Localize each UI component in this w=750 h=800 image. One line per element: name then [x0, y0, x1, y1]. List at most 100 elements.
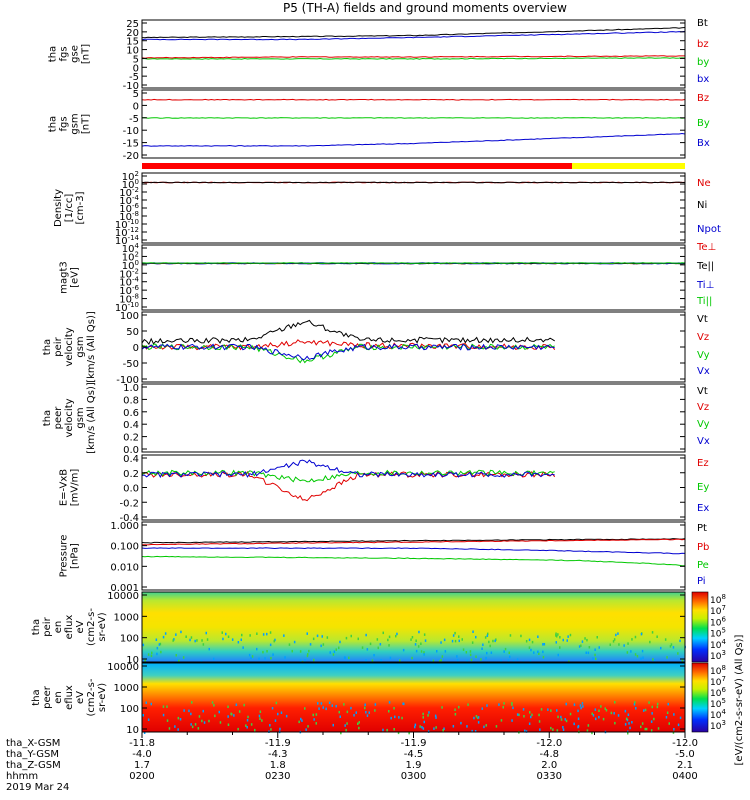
- spectrogram-texture: [345, 636, 348, 640]
- spectrogram-texture: [592, 657, 594, 660]
- spectrogram-texture: [458, 705, 460, 709]
- spectrogram-texture: [213, 657, 215, 661]
- y-tick-label: 10-12: [115, 226, 139, 239]
- spectrogram-texture: [556, 709, 558, 712]
- series-line-by: [142, 57, 686, 60]
- spectrogram-texture: [652, 658, 654, 661]
- spectrogram-texture: [612, 640, 615, 643]
- x-row-value: -12.0: [672, 738, 698, 749]
- spectrogram-texture: [313, 658, 315, 662]
- spectrogram-texture: [366, 648, 369, 651]
- spectrogram-texture: [316, 634, 319, 638]
- spectrogram-texture: [190, 636, 193, 639]
- spectrogram-texture: [365, 633, 367, 637]
- spectrogram-texture: [231, 638, 234, 641]
- colorbar-tick-label: 105: [710, 697, 726, 710]
- spectrogram-texture: [421, 726, 423, 729]
- spectrogram-texture: [482, 643, 484, 646]
- spectrogram-texture: [301, 719, 303, 722]
- spectrogram-texture: [369, 642, 372, 646]
- y-tick-label: 0: [133, 101, 139, 112]
- spectrogram-texture: [395, 634, 397, 638]
- spectrogram-texture: [304, 707, 306, 710]
- colorbar-label: [eV/(cm2-s-sr-eV) (All Qs)]: [734, 634, 745, 765]
- spectrogram-texture: [243, 703, 245, 707]
- spectrogram-texture: [528, 638, 531, 642]
- spectrogram-texture: [155, 638, 158, 641]
- spectrogram-texture: [194, 723, 197, 726]
- y-axis-label: gsm: [70, 113, 81, 134]
- spectrogram-texture: [538, 713, 540, 717]
- y-tick-label: -20: [123, 151, 139, 162]
- spectrogram-texture: [424, 639, 427, 642]
- y-axis-label: gsm: [75, 407, 86, 428]
- y-tick-label: 0.6: [123, 408, 139, 419]
- spectrogram-texture: [627, 713, 630, 716]
- legend-entry: Vx: [697, 366, 710, 377]
- spectrogram-texture: [266, 650, 268, 653]
- spectrogram-texture: [623, 644, 625, 647]
- spectrogram-texture: [578, 645, 581, 648]
- spectrogram-texture: [225, 632, 227, 636]
- y-tick-label: 100: [120, 634, 139, 645]
- y-tick-label: 10: [126, 46, 139, 57]
- legend-entry: Vz: [697, 332, 709, 343]
- spectrogram-texture: [248, 653, 251, 657]
- spectrogram-texture: [596, 636, 598, 639]
- spectrogram-texture: [150, 702, 152, 706]
- spectrogram-texture: [474, 730, 477, 733]
- spectrogram-texture: [304, 659, 306, 662]
- legend-entry: by: [697, 57, 709, 68]
- legend-entry: Bt: [697, 18, 708, 29]
- spectrogram-texture: [648, 701, 650, 704]
- spectrogram-texture: [584, 637, 586, 640]
- y-tick-label: -5: [129, 114, 139, 125]
- spectrogram-texture: [511, 719, 513, 722]
- y-tick-label: 10-6: [119, 202, 139, 215]
- spectrogram-texture: [408, 731, 410, 735]
- spectrogram-texture: [562, 728, 565, 731]
- y-axis-label: magt3: [59, 261, 70, 294]
- spectrogram-texture: [393, 707, 395, 710]
- series-line-pt: [141, 538, 686, 544]
- y-tick-label: 10-14: [115, 234, 140, 247]
- spectrogram-texture: [582, 705, 584, 708]
- spectrogram-texture: [196, 639, 198, 642]
- panel-3: 10210010-210-410-610-810-1010-1210-14Den…: [53, 170, 721, 265]
- spectrogram-texture: [214, 714, 216, 718]
- spectrogram-texture: [417, 645, 420, 648]
- spectrogram-texture: [557, 633, 559, 636]
- spectrogram-texture: [651, 712, 653, 715]
- spectrogram-texture: [618, 643, 620, 646]
- panel-frame: [141, 89, 686, 159]
- spectrogram-texture: [251, 655, 254, 658]
- colorbar-tick-label: 105: [710, 627, 726, 640]
- y-tick-label: 0: [133, 343, 139, 354]
- spectrogram-texture: [507, 659, 510, 662]
- spectrogram-texture: [475, 635, 477, 639]
- spectrogram-texture: [269, 724, 271, 727]
- spectrogram-texture: [614, 721, 616, 725]
- spectrogram-texture: [660, 646, 662, 650]
- spectrogram-texture: [640, 725, 642, 729]
- spectrogram-texture: [486, 704, 488, 707]
- spectrogram-texture: [386, 728, 388, 732]
- spectrogram-texture: [679, 639, 681, 643]
- spectrogram-texture: [414, 725, 416, 729]
- spectrogram-texture: [560, 718, 563, 721]
- spectrogram-texture: [587, 651, 590, 655]
- spectrogram-texture: [508, 651, 510, 654]
- colorbar-tick-label: 103: [710, 649, 726, 662]
- spectrogram-texture: [202, 709, 204, 713]
- spectrogram-texture: [466, 725, 468, 728]
- y-tick-label: 25: [126, 19, 139, 30]
- spectrogram-texture: [665, 716, 668, 719]
- spectrogram-texture: [454, 708, 456, 711]
- spectrogram-texture: [358, 726, 360, 730]
- spectrogram-texture: [640, 657, 642, 660]
- spectrogram-texture: [595, 717, 597, 721]
- x-row-value: 0330: [537, 771, 562, 782]
- spectrogram-texture: [177, 728, 179, 731]
- spectrogram-texture: [190, 712, 192, 716]
